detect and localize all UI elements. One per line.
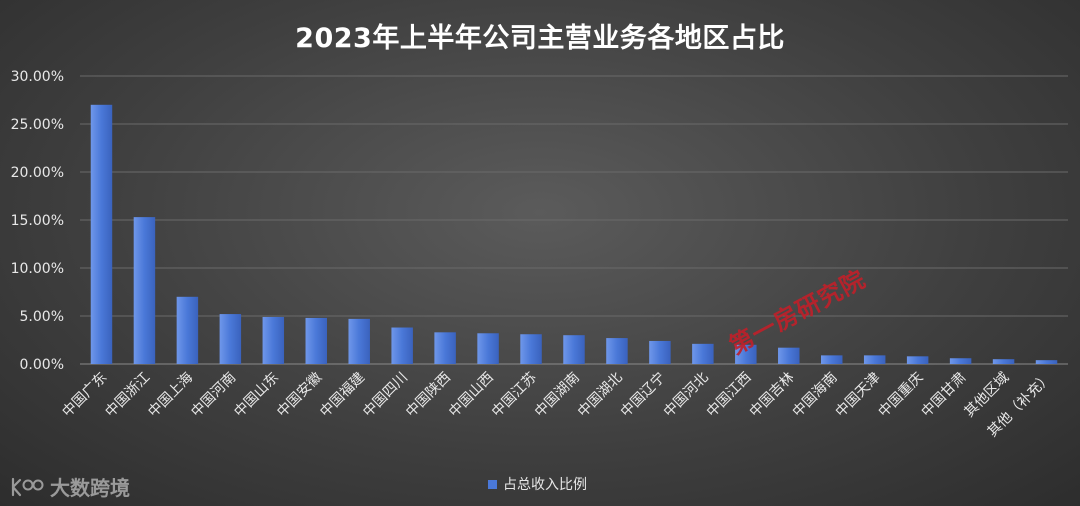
x-tick-label: 中国上海 (145, 370, 196, 421)
x-tick-label: 中国广东 (59, 370, 110, 421)
x-tick-label: 中国天津 (833, 370, 884, 421)
bar (735, 344, 757, 364)
bar (692, 343, 714, 364)
bar (305, 317, 327, 364)
y-tick-label: 5.00% (20, 309, 64, 325)
y-tick-label: 10.00% (11, 261, 64, 277)
x-tick-label: 中国海南 (790, 370, 841, 421)
x-tick-label: 中国河北 (661, 370, 712, 421)
x-tick-label: 中国陕西 (403, 370, 454, 421)
x-tick-label: 中国吉林 (747, 370, 798, 421)
logo-text: 大数跨境 (50, 476, 130, 500)
legend: 占总收入比例 (488, 474, 587, 494)
bar (1035, 360, 1058, 364)
x-tick-label: 中国山西 (446, 370, 497, 421)
y-tick-label: 15.00% (11, 213, 64, 229)
bar (649, 340, 671, 364)
x-tick-label: 中国湖南 (532, 370, 583, 421)
bar (90, 104, 113, 365)
chart-title: 2023年上半年公司主营业务各地区占比 (295, 23, 785, 54)
bar (992, 359, 1015, 364)
bar (821, 355, 843, 364)
y-tick-label: 0.00% (20, 357, 64, 373)
bar (606, 338, 628, 364)
bar (348, 318, 370, 364)
bar (563, 335, 585, 364)
bar (133, 217, 156, 364)
legend-label: 占总收入比例 (503, 477, 587, 493)
bar (262, 316, 285, 364)
logo: 大数跨境 (10, 472, 130, 501)
x-tick-label: 中国浙江 (102, 370, 153, 421)
y-tick-label: 25.00% (11, 117, 64, 133)
y-tick-label: 30.00% (11, 69, 64, 85)
bar (778, 347, 800, 364)
bar (477, 333, 499, 364)
y-tick-label: 20.00% (11, 165, 64, 181)
bar (391, 327, 413, 364)
x-tick-label: 中国辽宁 (617, 369, 669, 421)
x-tick-label: 中国湖北 (575, 370, 626, 421)
logo-icon (11, 477, 44, 496)
bar (434, 332, 456, 364)
x-tick-label: 中国甘肃 (919, 370, 970, 421)
x-tick-label: 中国重庆 (876, 370, 927, 421)
x-tick-label: 中国山东 (231, 370, 282, 421)
bar (863, 355, 886, 364)
bar (219, 314, 242, 364)
bar (176, 296, 199, 364)
x-tick-label: 中国安徽 (274, 370, 325, 421)
x-tick-label: 中国河南 (188, 370, 239, 421)
bar (520, 334, 542, 364)
bar (906, 356, 929, 364)
x-tick-label: 中国福建 (317, 370, 368, 421)
legend-swatch (488, 479, 497, 489)
x-tick-label: 中国江苏 (489, 370, 540, 421)
x-tick-label: 中国江西 (704, 370, 755, 421)
bar (949, 358, 972, 364)
x-tick-label: 中国四川 (360, 370, 411, 421)
